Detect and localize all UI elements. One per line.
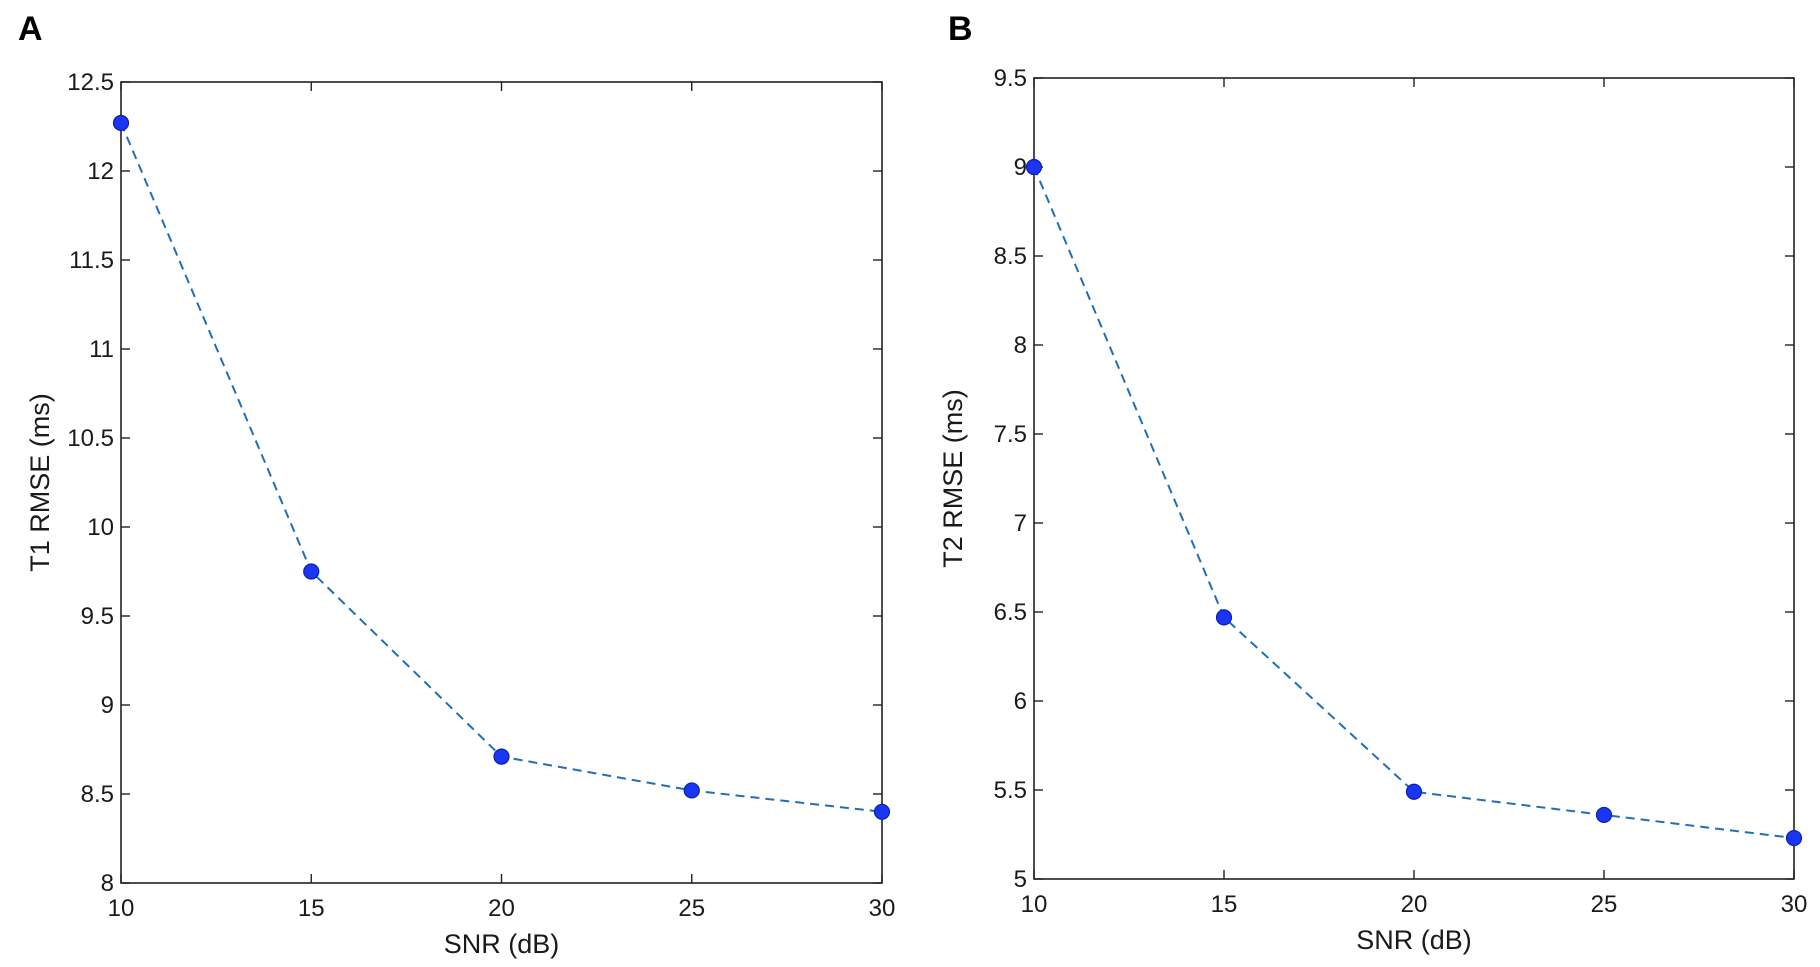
x-tick-label: 20 [1401,891,1428,918]
chart-panel-b: 10 15 20 25 30 5 5.5 6 6.5 7 7.5 8 8.5 9 9.5 SNR (dB) T2… [938,65,1807,955]
data-point [303,563,320,580]
series-line [1033,166,1795,840]
y-tick-label: 6.5 [994,599,1027,626]
data-point [1595,806,1613,824]
y-tick-label: 12.5 [67,69,114,96]
y-tick-label: 9 [101,692,114,719]
chart-panel-a: 10 15 20 25 30 8 8.5 9 9.5 10 10.5 11 11.5 12 12.5 SNR … [25,69,895,959]
x-axis-label: SNR (dB) [1356,925,1472,955]
y-tick-label: 9.5 [81,603,114,630]
y-tick-label: 7 [1014,510,1027,537]
x-tick-label: 25 [1591,891,1618,918]
data-point [1785,829,1803,847]
y-tick-label: 11 [89,336,114,363]
data-point [112,114,130,132]
y-tick-label: 8.5 [81,781,114,808]
x-tick-label: 15 [1211,891,1238,918]
y-tick-label: 10 [87,514,114,541]
y-tick-label: 5 [1014,866,1027,893]
data-point [1215,609,1233,626]
panel-label-b: B [948,10,973,48]
x-tick-label: 30 [1781,891,1808,918]
data-point [493,748,510,765]
data-point [873,803,891,820]
data-point [1025,158,1043,176]
y-tick-label: 5.5 [994,777,1027,804]
y-tick-label: 7.5 [994,421,1027,448]
y-tick-label: 9.5 [994,65,1027,92]
x-axis-label: SNR (dB) [444,929,560,959]
x-tick-label: 10 [1021,891,1048,918]
plot-frame [1033,77,1795,880]
x-tick-label: 10 [108,895,135,922]
panel-label-a: A [18,10,43,48]
series-line [120,122,883,813]
y-tick-label: 8 [101,870,114,897]
x-tick-label: 15 [298,895,325,922]
data-point [1405,783,1423,800]
data-point [683,782,700,799]
y-tick-label: 8.5 [994,243,1027,270]
x-tick-label: 20 [488,895,515,922]
y-tick-label: 6 [1014,688,1027,715]
y-tick-label: 12 [87,158,114,185]
y-tick-label: 11.5 [69,247,114,274]
y-tick-label: 8 [1014,332,1027,359]
y-axis-label: T1 RMSE (ms) [25,393,55,572]
x-tick-label: 30 [869,895,896,922]
y-tick-label: 10.5 [67,425,114,452]
x-tick-label: 25 [678,895,705,922]
y-tick-label: 9 [1014,154,1027,181]
y-axis-label: T2 RMSE (ms) [938,389,968,568]
